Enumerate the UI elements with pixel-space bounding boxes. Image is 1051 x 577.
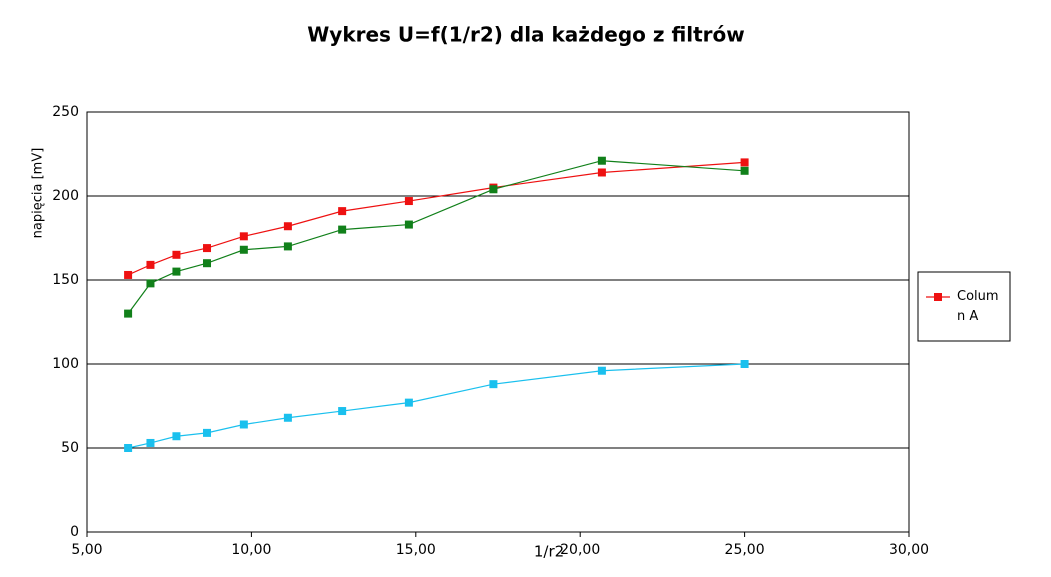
data-point <box>283 242 292 251</box>
data-point <box>239 232 248 241</box>
data-point <box>172 250 181 259</box>
data-point <box>740 360 749 368</box>
data-point <box>203 259 212 268</box>
plot-frame <box>86 111 910 533</box>
data-point <box>404 398 413 407</box>
y-tick-label: 200 <box>52 188 79 204</box>
data-point <box>172 267 181 276</box>
legend-swatch <box>934 293 942 301</box>
data-point <box>404 220 413 229</box>
y-axis-label: napięcia [mV] <box>31 148 46 239</box>
data-point <box>338 407 347 416</box>
x-tick-label: 25,00 <box>725 542 765 558</box>
y-tick-label: 50 <box>61 440 79 456</box>
legend-box <box>917 271 1011 342</box>
series-line <box>127 160 745 314</box>
data-point <box>489 380 498 389</box>
y-tick-label: 150 <box>52 272 79 288</box>
y-tick-label: 0 <box>70 524 79 540</box>
data-point <box>489 185 498 194</box>
data-point <box>203 244 212 253</box>
data-point <box>740 158 749 167</box>
series-line <box>127 363 745 449</box>
data-point <box>146 260 155 269</box>
x-tick-label: 20,00 <box>560 542 600 558</box>
data-point <box>124 309 133 318</box>
y-tick-label: 250 <box>52 104 79 120</box>
data-point <box>239 245 248 254</box>
data-point <box>597 366 606 375</box>
data-point <box>338 207 347 216</box>
data-point <box>283 413 292 422</box>
data-point <box>338 225 347 234</box>
data-point <box>404 197 413 206</box>
data-point <box>172 432 181 441</box>
x-tick-label: 30,00 <box>889 542 929 558</box>
data-point <box>597 168 606 177</box>
legend-label: Column A <box>957 289 999 324</box>
data-point <box>146 438 155 447</box>
data-point <box>283 222 292 231</box>
data-point <box>740 166 749 175</box>
data-point <box>239 420 248 429</box>
data-point <box>203 428 212 437</box>
x-axis-label: 1/r2 <box>534 543 564 561</box>
x-tick-label: 10,00 <box>231 542 271 558</box>
data-point <box>597 156 606 165</box>
x-tick-label: 5,00 <box>71 542 102 558</box>
y-tick-label: 100 <box>52 356 79 372</box>
data-point <box>124 270 133 279</box>
chart-title: Wykres U=f(1/r2) dla każdego z filtrów <box>307 23 745 47</box>
data-point <box>146 279 155 288</box>
data-point <box>124 444 133 452</box>
x-tick-label: 15,00 <box>396 542 436 558</box>
